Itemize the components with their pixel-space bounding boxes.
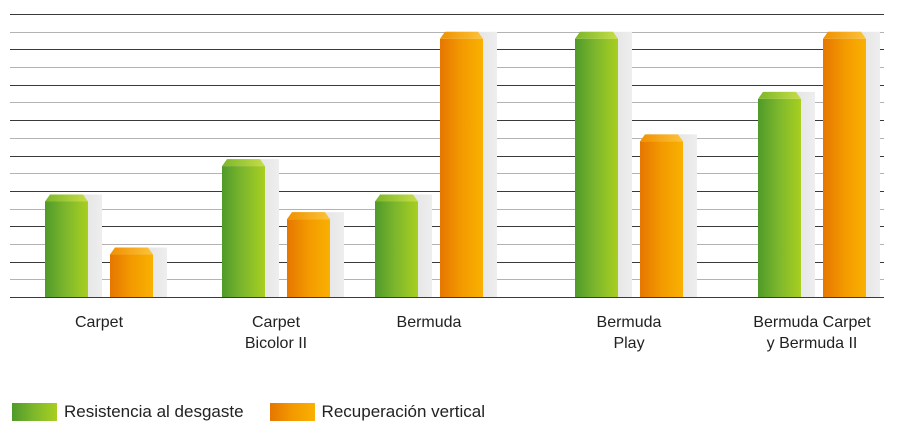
bar-cap <box>640 134 683 142</box>
bar-cap <box>222 159 265 167</box>
category-label: Bermuda Carpet y Bermuda II <box>753 314 871 352</box>
bar-recuperacion-3 <box>640 134 697 297</box>
bar-recuperacion-0 <box>110 247 167 297</box>
category-labels: Carpet Carpet Bicolor II Bermuda Bermuda Play… <box>75 314 871 352</box>
bar-resistencia-1 <box>222 159 279 297</box>
category-label-line: Bicolor II <box>245 335 307 352</box>
bars <box>45 31 880 298</box>
legend: Resistencia al desgaste Recuperación ver… <box>12 401 511 423</box>
bar-cap <box>823 31 866 39</box>
bar-cap <box>45 194 88 202</box>
bar-body <box>575 38 618 297</box>
bar-body <box>440 38 483 297</box>
bar-chart: Carpet Carpet Bicolor II Bermuda Bermuda Play… <box>10 14 884 352</box>
legend-item-resistencia: Resistencia al desgaste <box>12 402 244 422</box>
bar-recuperacion-1 <box>287 212 344 297</box>
bar-cap <box>575 31 618 39</box>
legend-label: Recuperación vertical <box>321 402 486 421</box>
bar-body <box>45 201 88 297</box>
bar-resistencia-4 <box>758 91 815 298</box>
bar-cap <box>287 212 330 220</box>
category-label: Carpet <box>75 314 124 331</box>
bar-resistencia-3 <box>575 31 632 297</box>
category-label-line: Carpet <box>75 314 124 331</box>
bar-recuperacion-4 <box>823 31 880 297</box>
bar-body <box>823 38 866 297</box>
bar-cap <box>440 31 483 39</box>
legend-swatch-orange <box>269 403 315 421</box>
bar-body <box>287 219 330 297</box>
category-label-line: Bermuda <box>597 314 662 331</box>
legend-swatch-green <box>12 403 57 421</box>
category-label: Bermuda <box>397 314 462 331</box>
category-label-line: Bermuda Carpet <box>753 314 871 331</box>
bar-body <box>640 141 683 297</box>
bar-body <box>110 254 153 297</box>
legend-label: Resistencia al desgaste <box>64 402 244 421</box>
category-label-line: Carpet <box>252 314 301 331</box>
bar-body <box>375 201 418 297</box>
bar-resistencia-2 <box>375 194 432 297</box>
bar-cap <box>758 91 801 99</box>
bar-cap <box>110 247 153 255</box>
category-label-line: Bermuda <box>397 314 462 331</box>
bar-recuperacion-2 <box>440 31 497 297</box>
bar-cap <box>375 194 418 202</box>
legend-item-recuperacion: Recuperación vertical <box>269 402 486 422</box>
bar-body <box>758 98 801 298</box>
category-label: Bermuda Play <box>597 314 662 352</box>
bar-resistencia-0 <box>45 194 102 297</box>
category-label-line: y Bermuda II <box>767 335 858 352</box>
category-label: Carpet Bicolor II <box>245 314 307 352</box>
category-label-line: Play <box>613 335 644 352</box>
bar-body <box>222 166 265 297</box>
